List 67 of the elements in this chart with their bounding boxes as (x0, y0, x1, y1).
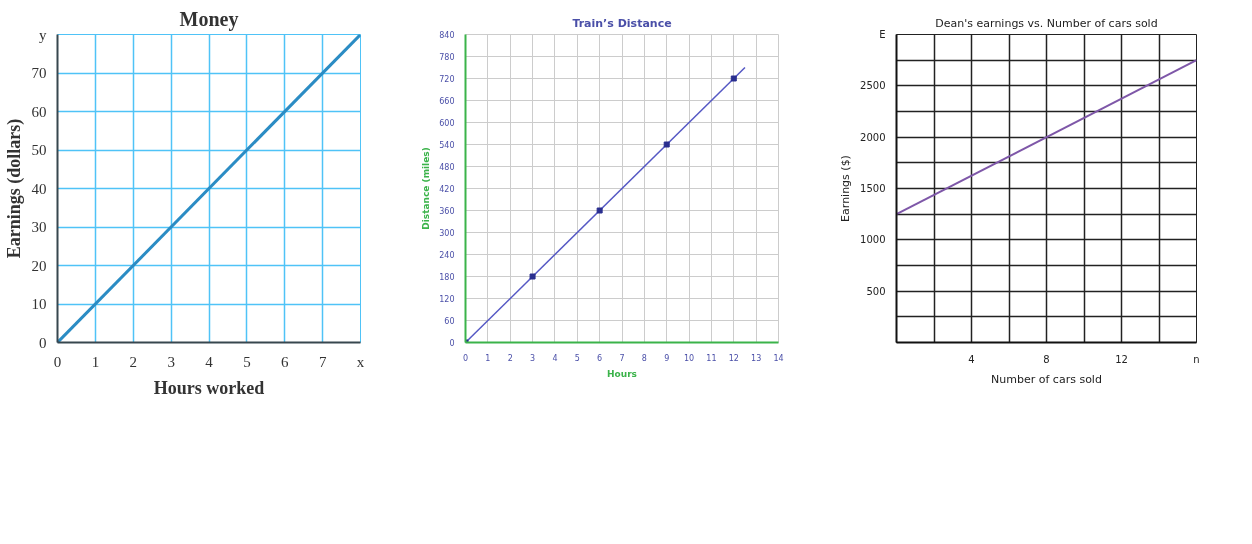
y-tick-label: 240 (439, 251, 455, 260)
x-tick-label: 1 (485, 353, 491, 363)
x-tick-label: 2 (129, 353, 137, 370)
y-tick-label: 480 (439, 163, 455, 172)
y-tick-label: 0 (39, 334, 47, 351)
y-tick-label: 600 (439, 119, 455, 128)
y-tick-label: 300 (439, 229, 455, 238)
x-axis-title: Hours (607, 368, 637, 379)
y-tick-label: 840 (439, 31, 455, 40)
x-tick-label: 4 (968, 353, 975, 365)
x-tick-label: 1 (91, 353, 100, 370)
y-tick-label: 20 (31, 257, 47, 274)
x-tick-label: 8 (641, 353, 647, 363)
y-tick-label: 540 (439, 141, 455, 150)
y-tick-label: 180 (439, 273, 455, 282)
y-tick-label: 120 (439, 295, 455, 304)
y-tick-label: 30 (31, 219, 47, 235)
x-axis-title: Number of cars sold (991, 372, 1102, 386)
x-tick-label: 9 (664, 353, 670, 363)
y-tick-label: 60 (31, 103, 47, 120)
x-tick-label: 12 (1115, 353, 1128, 365)
y-tick-label: 10 (31, 296, 47, 312)
y-tick-label: 60 (444, 317, 455, 326)
x-tick-label: 12 (728, 353, 739, 363)
y-axis-title: Earnings ($) (839, 155, 853, 222)
y-axis-title: Distance (miles) (421, 147, 432, 230)
y-tick-label: 2500 (860, 80, 886, 92)
x-tick-label: 7 (318, 353, 327, 370)
x-axis-title: Hours worked (153, 377, 265, 398)
x-tick-label: 4 (205, 353, 214, 370)
x-tick-label: 5 (574, 353, 580, 363)
y-tick-label: 500 (866, 285, 886, 297)
x-tick-label: 6 (281, 353, 289, 370)
text: E (879, 29, 886, 40)
text: x (356, 353, 365, 370)
x-tick-label: 4 (552, 353, 558, 363)
y-tick-label: 50 (31, 142, 47, 158)
chart-title: Dean's earnings vs. Number of cars sold (935, 16, 1158, 30)
x-tick-label: 14 (773, 353, 784, 363)
y-tick-label: 780 (439, 53, 455, 62)
y-tick-label: 1000 (860, 234, 886, 246)
y-tick-label: 420 (439, 185, 455, 194)
y-tick-label: 2000 (860, 131, 886, 143)
y-tick-label: 40 (31, 180, 47, 197)
x-tick-label: 7 (619, 353, 625, 363)
x-tick-label: 5 (243, 353, 251, 370)
chart-title: Money (179, 7, 239, 31)
y-tick-label: 720 (439, 75, 455, 84)
x-tick-label: 8 (1043, 353, 1050, 365)
y-tick-label: 0 (449, 339, 455, 348)
x-tick-label: 2 (507, 353, 513, 363)
x-tick-label: 0 (53, 353, 62, 370)
x-tick-label: 0 (462, 353, 469, 363)
x-tick-label: 3 (530, 353, 536, 363)
text: n (1193, 353, 1200, 365)
y-tick-label: 360 (439, 207, 455, 216)
x-tick-label: 10 (683, 353, 695, 363)
y-axis-title: Earnings (dollars) (3, 118, 25, 259)
y-tick-label: 70 (31, 65, 47, 81)
x-tick-label: 11 (706, 353, 717, 363)
y-tick-label: 1500 (860, 183, 886, 194)
y-tick-label: 660 (439, 97, 455, 106)
x-tick-label: 3 (167, 353, 175, 370)
x-tick-label: 6 (597, 353, 603, 363)
text: y (39, 26, 47, 43)
x-tick-label: 13 (751, 353, 762, 363)
chart-title: Train’s Distance (572, 16, 672, 30)
